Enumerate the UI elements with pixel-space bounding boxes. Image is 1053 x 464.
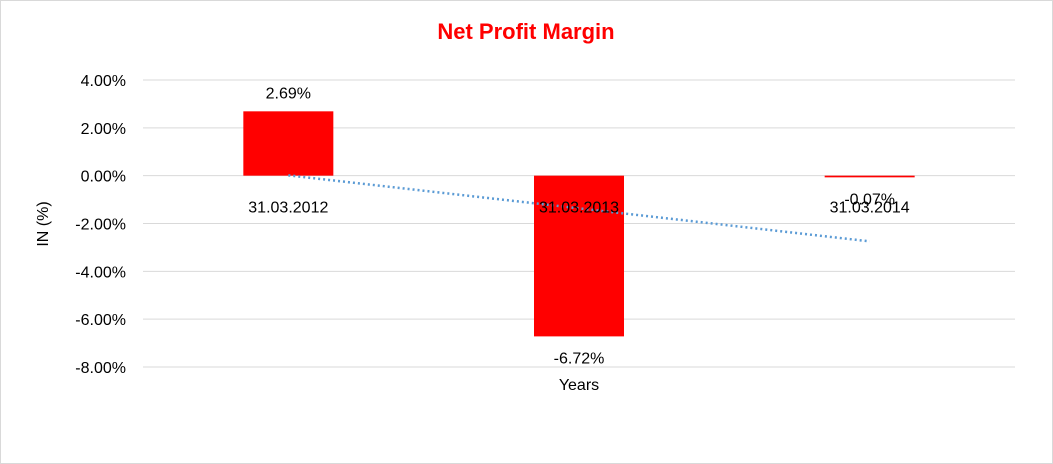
chart-title: Net Profit Margin: [437, 19, 614, 44]
bar-31.03.2012: [243, 111, 334, 176]
data-labels: 2.69% -6.72% -0.07%: [266, 85, 895, 367]
bar-31.03.2014: [824, 175, 915, 178]
y-tick-label: -8.00%: [75, 360, 126, 377]
y-tick-label: -2.00%: [75, 217, 126, 234]
y-tick-label: 0.00%: [81, 169, 126, 186]
x-tick-label: 31.03.2013: [539, 200, 619, 217]
y-tick-label: 4.00%: [81, 73, 126, 90]
y-tick-labels: 4.00% 2.00% 0.00% -2.00% -4.00% -6.00% -8.00%: [75, 73, 126, 377]
data-label: 2.69%: [266, 85, 311, 102]
x-tick-label: 31.03.2014: [830, 200, 910, 217]
data-label: -6.72%: [554, 350, 605, 367]
y-tick-label: 2.00%: [81, 121, 126, 138]
y-tick-label: -4.00%: [75, 264, 126, 281]
category-labels: 31.03.2012 31.03.2013 31.03.2014: [248, 200, 910, 217]
x-axis-title: Years: [559, 377, 599, 394]
x-tick-label: 31.03.2012: [248, 200, 328, 217]
y-tick-label: -6.00%: [75, 312, 126, 329]
bar-31.03.2013: [534, 175, 624, 337]
data-label: -0.07%: [844, 191, 895, 208]
y-axis-title: IN (%): [35, 201, 52, 246]
bars: [243, 111, 915, 337]
